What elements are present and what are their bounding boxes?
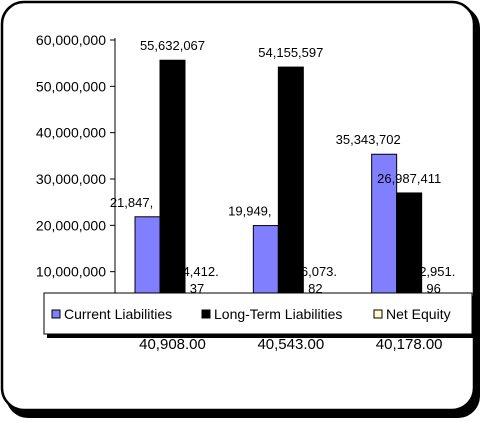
data-label: 26,073. — [294, 264, 337, 279]
data-label: 96 — [426, 281, 440, 296]
data-label: 21,847, — [110, 195, 153, 210]
legend: Current Liabilities Long-Term Liabilities… — [43, 292, 474, 338]
data-label: 52,951. — [412, 264, 455, 279]
y-tick-label: 50,000,000 — [36, 78, 106, 94]
x-tick-label: 40,908.00 — [139, 336, 206, 353]
y-tick-label: 20,000,000 — [36, 217, 106, 233]
legend-label: Long-Term Liabilities — [214, 306, 342, 322]
legend-box — [43, 292, 473, 335]
legend-swatch — [373, 309, 383, 319]
data-label: 19,949, — [228, 204, 271, 219]
legend-label: Current Liabilities — [64, 306, 172, 322]
y-tick-label: 60,000,000 — [36, 32, 106, 48]
data-label: 26,987,411 — [377, 171, 441, 186]
y-tick-label: 40,000,000 — [36, 125, 106, 141]
legend-swatch — [51, 309, 61, 319]
bar — [159, 59, 186, 319]
data-labels-layer: 21,847, 55,632,067 54,412. 37 19,949, 54,155,… — [110, 38, 456, 296]
data-label: 54,155,597 — [258, 45, 323, 60]
bar — [371, 153, 398, 319]
data-label: 55,632,067 — [140, 38, 205, 53]
x-tick-label: 40,178.00 — [376, 336, 443, 353]
legend-swatch — [201, 309, 211, 319]
legend-label: Net Equity — [386, 306, 451, 322]
data-label: 37 — [190, 281, 204, 296]
x-tick-label: 40,543.00 — [257, 336, 324, 353]
category-labels-layer: 40,908.00 40,543.00 40,178.00 — [139, 336, 442, 353]
bar — [277, 66, 304, 319]
data-label: 82 — [308, 281, 322, 296]
y-tick-label: 10,000,000 — [36, 264, 106, 280]
data-label: 35,343,702 — [336, 132, 401, 147]
y-tick-label: 30,000,000 — [36, 171, 106, 187]
data-label: 54,412. — [175, 264, 218, 279]
axis-layer: 60,000,000 50,000,000 40,000,000 30,000,000… — [36, 32, 116, 318]
